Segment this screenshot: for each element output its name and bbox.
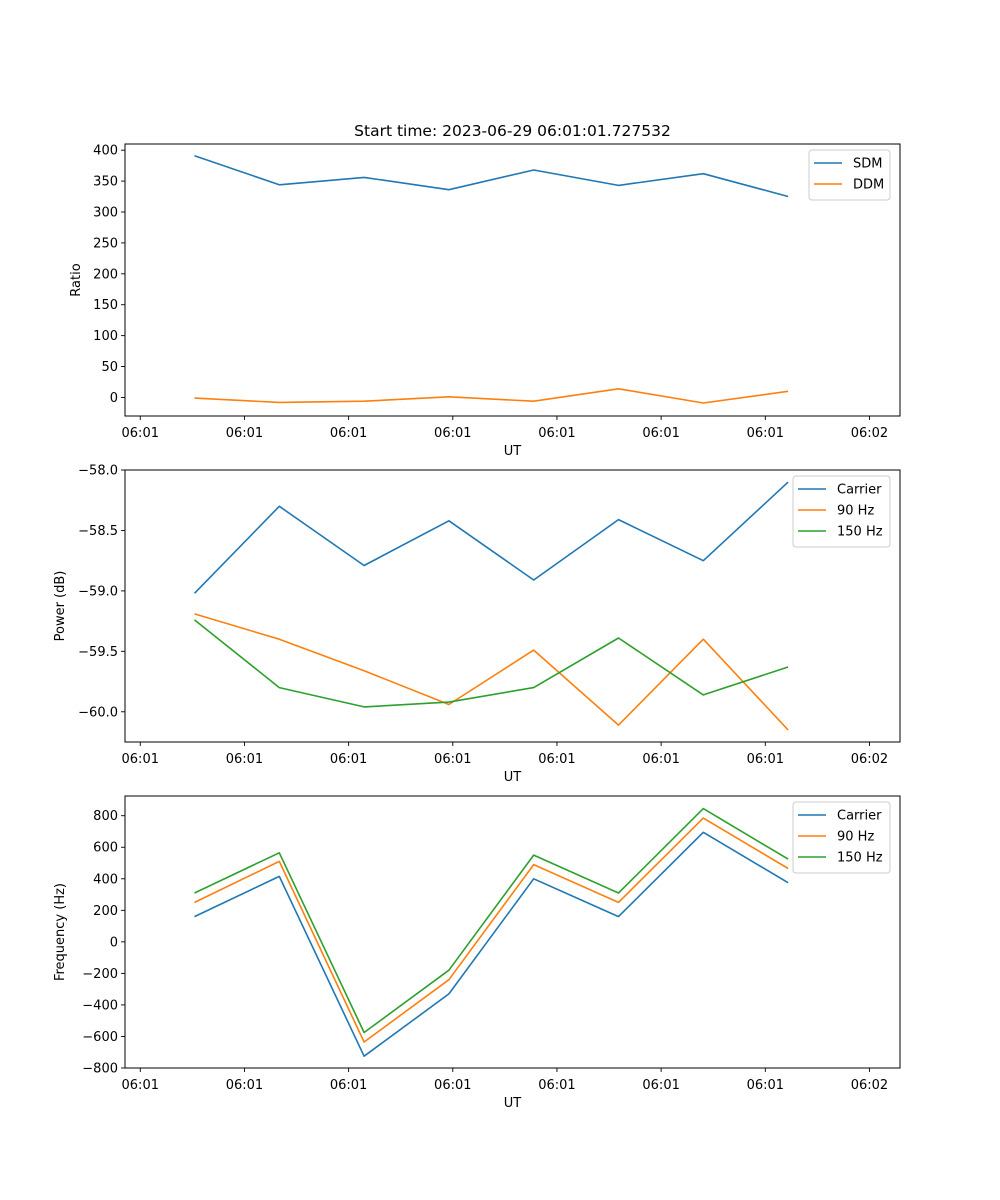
x-tick-label: 06:01 [434,426,471,441]
subplot-3: 06:01 06:01 06:01 06:01 06:01 06:01 06:01 06:02… [53,795,901,1111]
y-tick-label: 0 [110,935,118,950]
y-tick-label: 250 [93,236,118,251]
legend-frame [792,475,891,548]
x-tick-label: 06:01 [226,752,263,767]
x-tick-label: 06:01 [747,1078,784,1093]
legend-frame [792,801,891,874]
y-tick-label: −58.5 [78,524,118,539]
x-tick-label: 06:02 [851,1078,888,1093]
legend-entry: 150 Hz [837,851,883,866]
y-tick-label: −59.5 [78,645,118,660]
y-tick-label: 400 [93,872,118,887]
series-line-carrier [193,481,789,594]
x-tick-label: 06:01 [226,1078,263,1093]
y-tick-label: −200 [82,967,118,982]
figure-title: Start time: 2023-06-29 06:01:01.727532 [354,122,671,140]
x-tick-label: 06:01 [434,752,471,767]
y-tick-label: −60.0 [78,705,118,720]
x-tick-label: 06:02 [851,752,888,767]
series-line-sdm [194,154,789,198]
y-tick-label: −400 [82,998,118,1013]
x-tick-label: 06:01 [747,752,784,767]
legend-entry: SDM [853,157,882,172]
x-tick-label: 06:01 [747,426,784,441]
series-line-90-hz [194,613,789,731]
y-tick-label: −59.0 [78,584,118,599]
y-tick-label: 50 [101,360,118,375]
subplot-1: 06:01 06:01 06:01 06:01 06:01 06:01 06:01 06:02… [69,143,901,459]
axes-frame [124,795,901,1069]
x-tick-label: 06:01 [226,426,263,441]
x-tick-label: 06:01 [330,426,367,441]
legend: Carrier 90 Hz 150 Hz [792,801,891,874]
legend-entry: 90 Hz [837,504,874,519]
series-line-ddm [194,387,789,404]
x-axis-label: UT [504,444,522,459]
y-tick-label: 100 [93,329,118,344]
y-tick-label: 600 [93,841,118,856]
x-tick-label: 06:01 [642,426,679,441]
y-tick-label: 350 [93,175,118,190]
y-tick-label: 200 [93,904,118,919]
y-axis-label: Ratio [69,263,84,296]
x-axis-label: UT [504,1096,522,1111]
subplots: 06:01 06:01 06:01 06:01 06:01 06:01 06:01 06:02… [53,143,901,1111]
legend: Carrier 90 Hz 150 Hz [792,475,891,548]
subplot-2: 06:01 06:01 06:01 06:01 06:01 06:01 06:01 06:02… [53,464,901,785]
y-tick-label: 200 [93,267,118,282]
x-tick-label: 06:01 [538,752,575,767]
x-tick-label: 06:01 [330,752,367,767]
axes-frame [124,469,901,743]
x-tick-label: 06:01 [434,1078,471,1093]
y-tick-label: 150 [93,298,118,313]
x-tick-label: 06:01 [330,1078,367,1093]
x-tick-label: 06:01 [642,752,679,767]
axes-frame [124,143,901,417]
series-line-150-hz [194,619,789,708]
y-tick-label: −800 [82,1062,118,1077]
y-tick-label: −58.0 [78,464,118,479]
x-tick-label: 06:01 [122,1078,159,1093]
legend-entry: 150 Hz [837,525,883,540]
legend-entry: Carrier [837,809,882,824]
x-tick-label: 06:01 [538,1078,575,1093]
y-axis-label: Frequency (Hz) [53,883,68,981]
x-tick-label: 06:01 [122,426,159,441]
y-tick-label: 800 [93,809,118,824]
legend-entry: 90 Hz [837,830,874,845]
series-line-150-hz [194,807,789,1034]
y-axis-label: Power (dB) [53,571,68,642]
legend-entry: Carrier [837,483,882,498]
y-tick-label: 0 [110,391,118,406]
x-axis-label: UT [504,770,522,785]
legend: SDM DDM [808,149,891,201]
x-tick-label: 06:02 [851,426,888,441]
series-line-90-hz [194,817,789,1043]
x-tick-label: 06:01 [538,426,575,441]
y-tick-label: 300 [93,206,118,221]
x-tick-label: 06:01 [642,1078,679,1093]
series-line-carrier [194,831,789,1057]
y-tick-label: 400 [93,144,118,159]
y-tick-label: −600 [82,1030,118,1045]
legend-entry: DDM [853,178,884,193]
x-tick-label: 06:01 [122,752,159,767]
